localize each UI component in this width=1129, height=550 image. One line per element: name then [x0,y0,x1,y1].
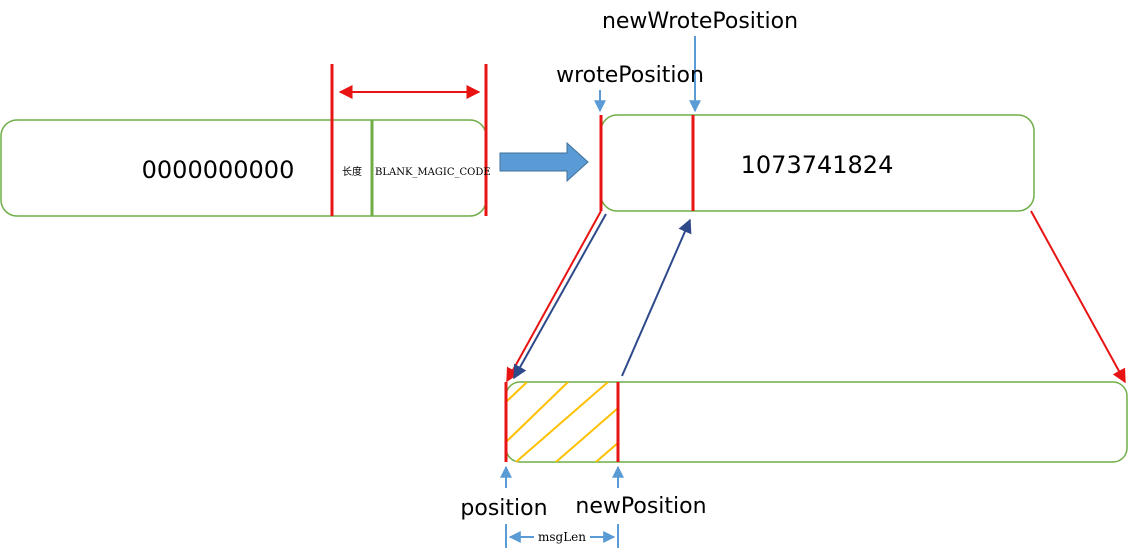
to-buffer-navy-arrow [513,213,607,380]
buffer-box [505,381,1128,463]
length-label: 长度 [342,165,362,178]
blank-magic-code-label: BLANK_MAGIC_CODE [375,167,491,178]
left-file-value: 0000000000 [142,156,295,184]
wrote-position-label: wrotePosition [556,63,704,88]
position-label: position [460,496,547,521]
new-position-label: newPosition [575,494,706,519]
transition-block-arrow [499,141,589,183]
map-end-red-arrow [1030,210,1126,384]
map-start-red-arrow [506,210,602,383]
msg-len-label: msgLen [538,530,586,544]
message-hatch [506,382,618,462]
new-wrote-position-label: newWrotePosition [602,9,798,34]
right-file-value: 1073741824 [741,151,894,179]
to-file-navy-arrow [621,218,692,377]
